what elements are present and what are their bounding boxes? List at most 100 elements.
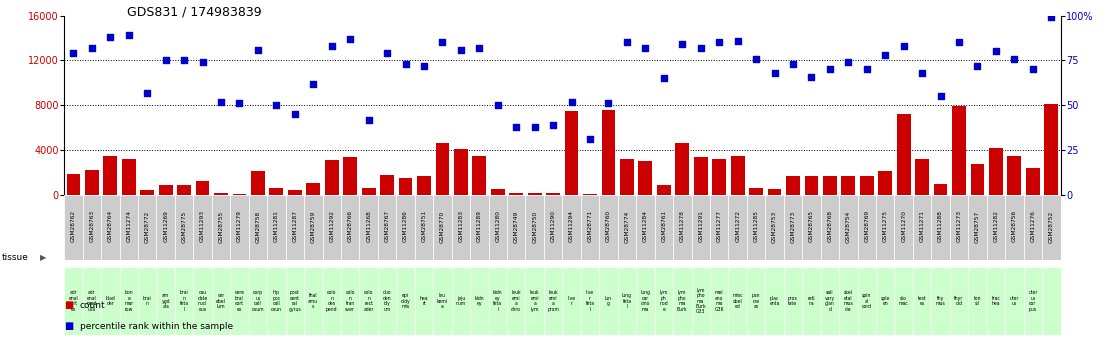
Bar bbox=[85, 170, 99, 195]
Bar bbox=[417, 176, 431, 195]
Text: GSM11290: GSM11290 bbox=[550, 210, 556, 243]
Bar bbox=[304, 195, 322, 260]
Bar bbox=[749, 188, 763, 195]
Bar bbox=[878, 171, 892, 195]
Point bbox=[323, 43, 341, 49]
Bar bbox=[194, 195, 211, 260]
Bar bbox=[377, 195, 396, 260]
Bar bbox=[618, 267, 637, 335]
Bar bbox=[581, 267, 599, 335]
Text: GSM28759: GSM28759 bbox=[311, 210, 315, 243]
Bar bbox=[915, 159, 929, 195]
Point bbox=[711, 40, 728, 45]
Bar bbox=[692, 267, 710, 335]
Bar bbox=[380, 175, 394, 195]
Bar bbox=[694, 157, 707, 195]
Point bbox=[950, 40, 968, 45]
Bar bbox=[122, 159, 136, 195]
Bar bbox=[488, 267, 507, 335]
Bar bbox=[637, 195, 654, 260]
Text: pan
cre
as: pan cre as bbox=[752, 293, 761, 309]
Text: GSM11277: GSM11277 bbox=[716, 210, 722, 243]
Bar bbox=[103, 156, 117, 195]
Text: leuk
emi
a
lym: leuk emi a lym bbox=[530, 290, 539, 312]
Bar bbox=[913, 195, 931, 260]
Bar bbox=[894, 267, 913, 335]
Text: reti
na: reti na bbox=[808, 296, 815, 306]
Text: GSM28750: GSM28750 bbox=[532, 210, 537, 243]
Bar bbox=[175, 267, 194, 335]
Bar bbox=[490, 189, 505, 195]
Text: GSM28769: GSM28769 bbox=[865, 210, 869, 243]
Text: GSM28775: GSM28775 bbox=[182, 210, 187, 243]
Text: ton
sil: ton sil bbox=[974, 296, 981, 306]
Bar bbox=[528, 193, 541, 195]
Bar bbox=[731, 156, 745, 195]
Point bbox=[470, 45, 488, 51]
Point bbox=[1024, 67, 1042, 72]
Point bbox=[655, 76, 673, 81]
Bar bbox=[526, 195, 544, 260]
Bar bbox=[267, 267, 286, 335]
Bar bbox=[546, 193, 560, 195]
Bar bbox=[710, 195, 728, 260]
Bar bbox=[583, 194, 597, 195]
Text: GSM28767: GSM28767 bbox=[384, 210, 390, 243]
Text: lung
feta
l: lung feta l bbox=[622, 293, 632, 309]
Bar bbox=[470, 267, 488, 335]
Bar bbox=[841, 176, 856, 195]
Bar bbox=[989, 148, 1003, 195]
Bar bbox=[377, 267, 396, 335]
Text: GSM11274: GSM11274 bbox=[126, 210, 132, 243]
Point bbox=[987, 49, 1005, 54]
Bar bbox=[286, 267, 304, 335]
Bar bbox=[158, 185, 173, 195]
Bar bbox=[839, 195, 858, 260]
Point bbox=[692, 45, 710, 51]
Bar bbox=[565, 111, 579, 195]
Bar bbox=[452, 267, 470, 335]
Text: GSM11280: GSM11280 bbox=[495, 210, 500, 243]
Bar bbox=[654, 267, 673, 335]
Bar bbox=[654, 195, 673, 260]
Text: GSM28773: GSM28773 bbox=[790, 210, 796, 243]
Bar bbox=[765, 195, 784, 260]
Point bbox=[562, 99, 580, 105]
Bar bbox=[728, 267, 747, 335]
Bar bbox=[454, 149, 468, 195]
Bar bbox=[673, 267, 692, 335]
Text: lym
pho
ma
Burk
G33: lym pho ma Burk G33 bbox=[695, 288, 706, 314]
Text: thal
amu
s: thal amu s bbox=[308, 293, 319, 309]
Bar bbox=[931, 195, 950, 260]
Text: GSM28765: GSM28765 bbox=[809, 210, 814, 243]
Bar bbox=[64, 267, 83, 335]
Bar bbox=[433, 195, 452, 260]
Text: GSM11283: GSM11283 bbox=[458, 210, 464, 243]
Bar bbox=[175, 195, 194, 260]
Bar bbox=[784, 267, 803, 335]
Bar bbox=[249, 267, 267, 335]
Point bbox=[526, 124, 544, 129]
Text: GSM11284: GSM11284 bbox=[643, 210, 648, 243]
Point bbox=[618, 40, 635, 45]
Bar bbox=[232, 194, 247, 195]
Text: GSM28766: GSM28766 bbox=[348, 210, 353, 243]
Bar bbox=[562, 267, 581, 335]
Text: tissue: tissue bbox=[2, 253, 29, 262]
Bar bbox=[894, 195, 913, 260]
Bar bbox=[156, 195, 175, 260]
Text: percentile rank within the sample: percentile rank within the sample bbox=[80, 322, 232, 331]
Point bbox=[839, 59, 857, 65]
Text: blad
der: blad der bbox=[105, 296, 115, 306]
Text: brai
n
feta
l: brai n feta l bbox=[179, 290, 188, 312]
Bar bbox=[507, 267, 526, 335]
Bar bbox=[820, 195, 839, 260]
Bar bbox=[675, 144, 690, 195]
Text: GSM28771: GSM28771 bbox=[588, 210, 592, 243]
Point bbox=[341, 36, 359, 42]
Text: GSM11273: GSM11273 bbox=[956, 210, 962, 243]
Bar bbox=[599, 267, 618, 335]
Text: spin
al
cord: spin al cord bbox=[861, 293, 872, 309]
Text: cere
bral
cort
ex: cere bral cort ex bbox=[235, 290, 245, 312]
Text: sple
en: sple en bbox=[880, 296, 890, 306]
